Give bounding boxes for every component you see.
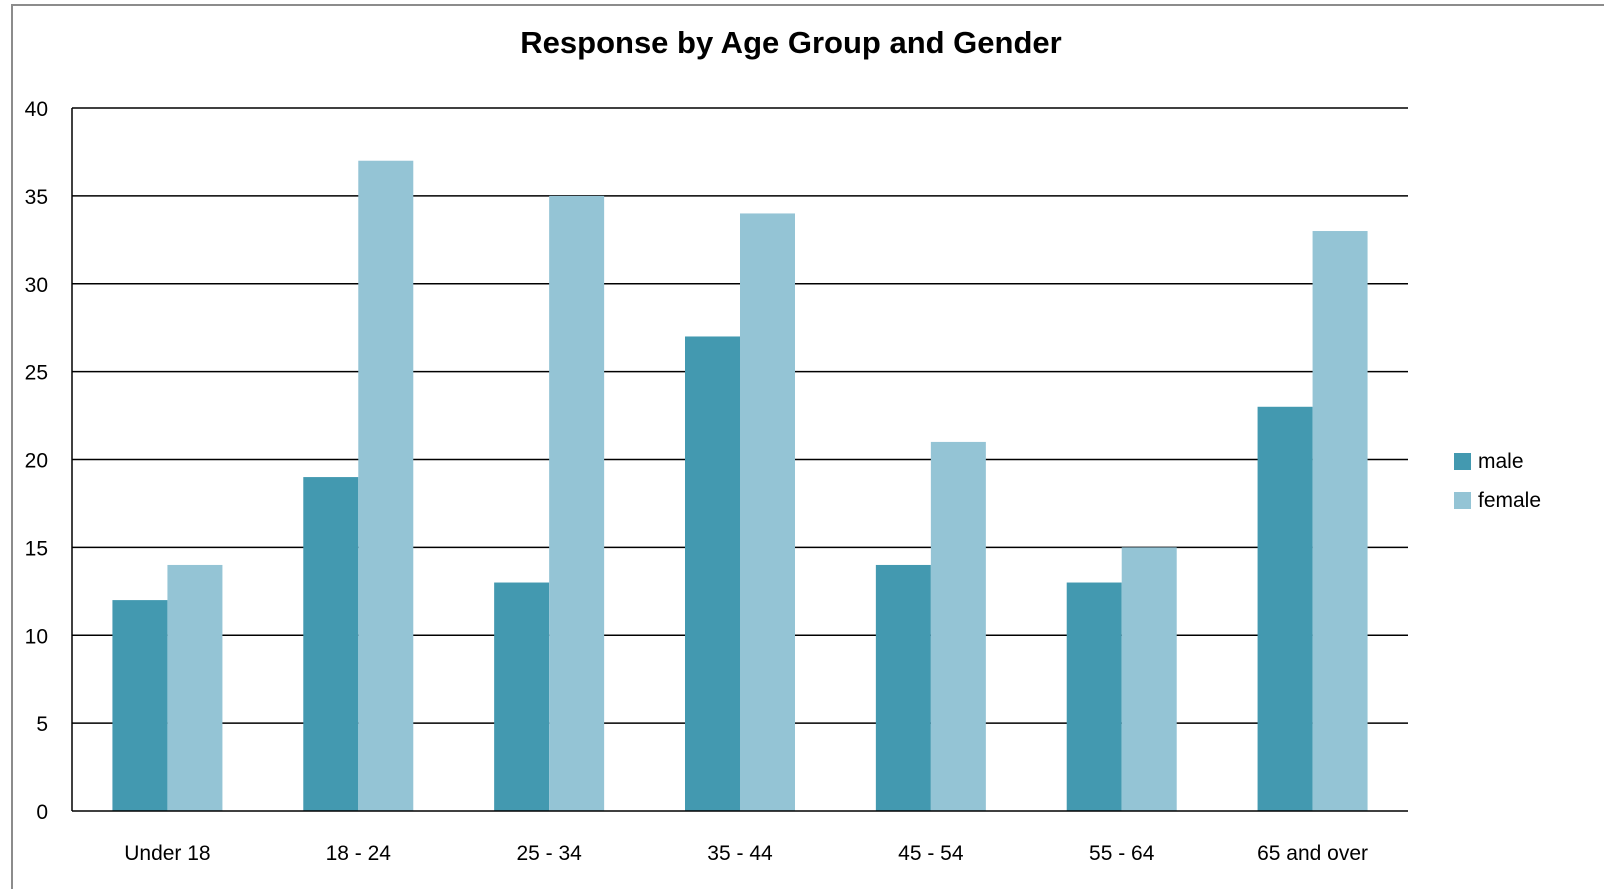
legend: male female	[1454, 450, 1541, 512]
bar-male	[875, 564, 931, 811]
bar-female	[358, 160, 414, 812]
y-tick-label: 25	[25, 362, 48, 385]
bar-male	[1257, 406, 1313, 811]
legend-label-male: male	[1478, 450, 1524, 473]
x-category-label: Under 18	[124, 842, 210, 865]
bar-female	[930, 441, 986, 811]
y-tick-label: 10	[25, 625, 48, 648]
bar-male	[112, 600, 168, 811]
legend-label-female: female	[1478, 489, 1541, 512]
y-tick-label: 30	[25, 274, 48, 297]
bar-male	[303, 477, 359, 811]
legend-swatch-female	[1454, 492, 1471, 509]
bar-male	[1066, 582, 1122, 811]
x-category-label: 45 - 54	[898, 842, 964, 865]
x-category-label: 65 and over	[1257, 842, 1368, 865]
bar-female	[740, 213, 795, 811]
y-axis-tick-labels: 0 5 10 15 20 25 30 35 40	[25, 98, 48, 824]
bar-female	[1121, 547, 1177, 811]
y-tick-label: 0	[36, 801, 48, 824]
x-category-label: 55 - 64	[1089, 842, 1155, 865]
y-tick-label: 20	[25, 450, 48, 473]
bars	[112, 160, 1368, 812]
y-tick-label: 40	[25, 98, 48, 121]
x-axis-category-labels: Under 18 18 - 24 25 - 34 35 - 44 45 - 54 55 -…	[124, 842, 1368, 865]
y-tick-label: 35	[25, 186, 48, 209]
x-category-label: 18 - 24	[326, 842, 392, 865]
bar-female	[1312, 231, 1368, 811]
bar-female	[549, 195, 605, 811]
y-tick-label: 15	[25, 537, 48, 560]
bar-male	[685, 336, 740, 811]
legend-swatch-male	[1454, 453, 1471, 470]
bar-female	[167, 564, 223, 811]
axes	[71, 108, 1408, 812]
chart-title: Response by Age Group and Gender	[520, 25, 1061, 60]
x-category-label: 25 - 34	[516, 842, 582, 865]
bar-male	[494, 582, 550, 811]
x-category-label: 35 - 44	[707, 842, 773, 865]
y-tick-label: 5	[36, 713, 48, 736]
